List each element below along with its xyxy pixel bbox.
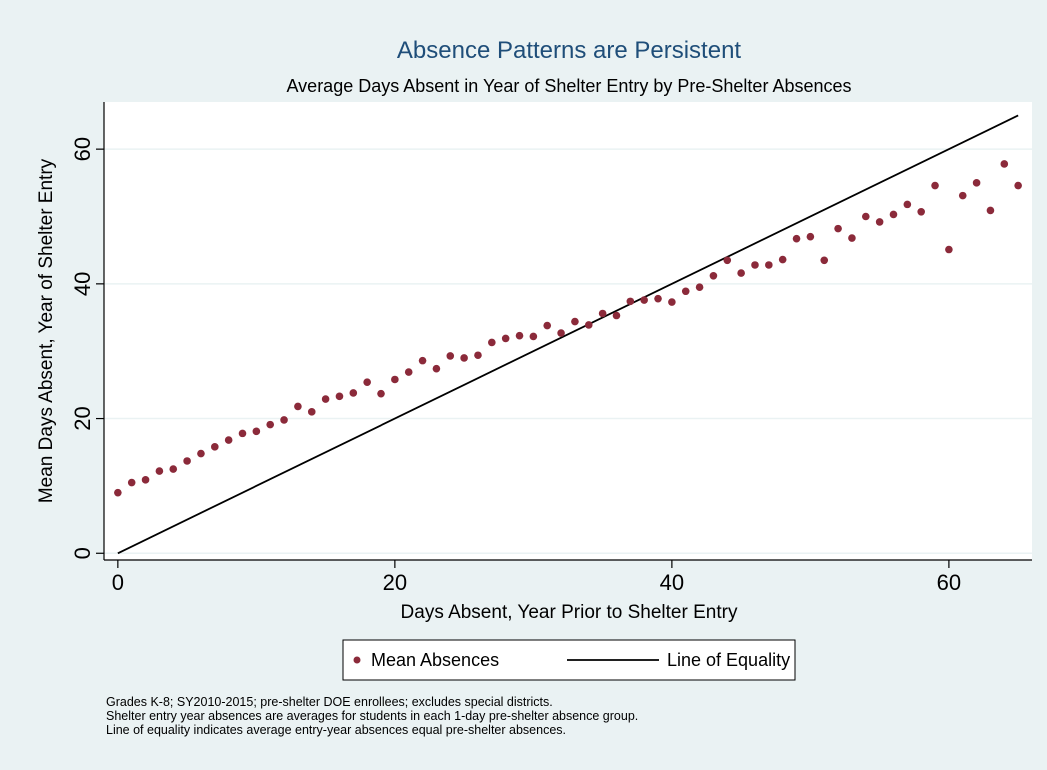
mean-absence-point: [681, 287, 690, 296]
mean-absence-point: [931, 181, 939, 190]
mean-absence-point: [127, 478, 136, 487]
y-tick-label: 60: [70, 137, 95, 161]
mean-absence-point: [986, 206, 995, 215]
mean-absence-point: [446, 352, 455, 360]
mean-absence-point: [626, 297, 635, 306]
mean-absence-point: [875, 218, 884, 226]
mean-absence-point: [183, 457, 191, 465]
footnote-line-1: Grades K-8; SY2010-2015; pre-shelter DOE…: [106, 695, 553, 709]
x-tick-label: 40: [660, 570, 684, 595]
mean-absence-point: [515, 331, 524, 340]
y-tick-label: 40: [70, 272, 95, 296]
mean-absence-point: [903, 200, 912, 209]
mean-absence-point: [1014, 181, 1022, 190]
mean-absence-point: [598, 309, 607, 318]
mean-absence-point: [238, 429, 247, 438]
mean-absence-point: [695, 283, 704, 292]
scatter-points: [114, 160, 1022, 497]
mean-absence-point: [155, 467, 164, 475]
mean-absence-point: [114, 488, 122, 497]
mean-absence-point: [723, 256, 732, 265]
mean-absence-point: [972, 179, 981, 187]
mean-absence-point: [169, 465, 178, 473]
mean-absence-point: [778, 255, 787, 264]
mean-absence-point: [224, 436, 233, 444]
equality-line-layer: [117, 114, 1019, 555]
footnote-line-3: Line of equality indicates average entry…: [106, 723, 566, 737]
mean-absence-point: [377, 389, 385, 398]
mean-absence-point: [363, 378, 371, 386]
mean-absence-point: [945, 245, 953, 254]
mean-absence-point: [349, 389, 358, 397]
mean-absence-point: [543, 321, 552, 330]
mean-absence-point: [958, 191, 967, 200]
mean-absence-point: [668, 298, 676, 306]
mean-absence-point: [889, 210, 898, 219]
mean-absence-point: [751, 261, 759, 269]
line-of-equality: [117, 114, 1019, 555]
legend-label-mean-absences: Mean Absences: [371, 650, 499, 670]
mean-absence-point: [460, 354, 468, 362]
chart-title: Absence Patterns are Persistent: [397, 37, 742, 64]
mean-absence-point: [321, 395, 330, 403]
mean-absence-point: [197, 449, 205, 458]
y-tick-label: 0: [70, 547, 95, 559]
mean-absence-point: [266, 420, 275, 429]
legend-label-line-of-equality: Line of Equality: [667, 650, 790, 670]
y-tick-label: 20: [70, 406, 95, 430]
mean-absence-point: [335, 392, 344, 401]
mean-absence-point: [571, 317, 579, 326]
mean-absence-point: [709, 271, 718, 280]
x-tick-label: 60: [937, 570, 961, 595]
mean-absence-point: [529, 332, 538, 341]
x-axis-title: Days Absent, Year Prior to Shelter Entry: [401, 602, 738, 623]
mean-absence-point: [765, 261, 773, 269]
mean-absence-point: [806, 232, 815, 241]
x-tick-label: 0: [112, 570, 124, 595]
mean-absence-point: [848, 234, 856, 242]
plot-area: [104, 102, 1032, 560]
mean-absence-point: [418, 356, 427, 365]
mean-absence-point: [252, 427, 261, 436]
mean-absence-point: [488, 338, 496, 347]
mean-absence-point: [792, 234, 801, 243]
mean-absence-point: [391, 375, 399, 384]
y-axis-title: Mean Days Absent, Year of Shelter Entry: [36, 158, 57, 503]
mean-absence-point: [917, 207, 925, 216]
footnote-line-2: Shelter entry year absences are averages…: [106, 709, 638, 723]
legend-marker-mean-absences: [353, 656, 361, 664]
x-tick-label: 20: [383, 570, 407, 595]
mean-absence-point: [474, 351, 482, 360]
mean-absence-point: [1000, 160, 1009, 168]
mean-absence-point: [640, 296, 648, 304]
mean-absence-point: [501, 334, 510, 343]
mean-absence-point: [654, 294, 662, 303]
mean-absence-point: [737, 269, 745, 277]
mean-absence-point: [612, 311, 621, 320]
chart-subtitle: Average Days Absent in Year of Shelter E…: [287, 76, 852, 96]
mean-absence-point: [432, 364, 441, 373]
mean-absence-point: [280, 416, 288, 424]
grid-lines: [104, 148, 1032, 555]
mean-absence-point: [584, 321, 593, 329]
mean-absence-point: [820, 256, 829, 265]
mean-absence-point: [834, 224, 842, 233]
axis-ticks: 0 20 40 60 0 20 40 60: [70, 137, 961, 595]
mean-absence-point: [404, 368, 413, 376]
mean-absence-point: [861, 212, 870, 221]
mean-absence-point: [211, 443, 219, 451]
mean-absence-point: [557, 329, 565, 337]
mean-absence-point: [294, 402, 302, 411]
mean-absence-point: [141, 476, 150, 484]
mean-absence-point: [307, 408, 316, 416]
